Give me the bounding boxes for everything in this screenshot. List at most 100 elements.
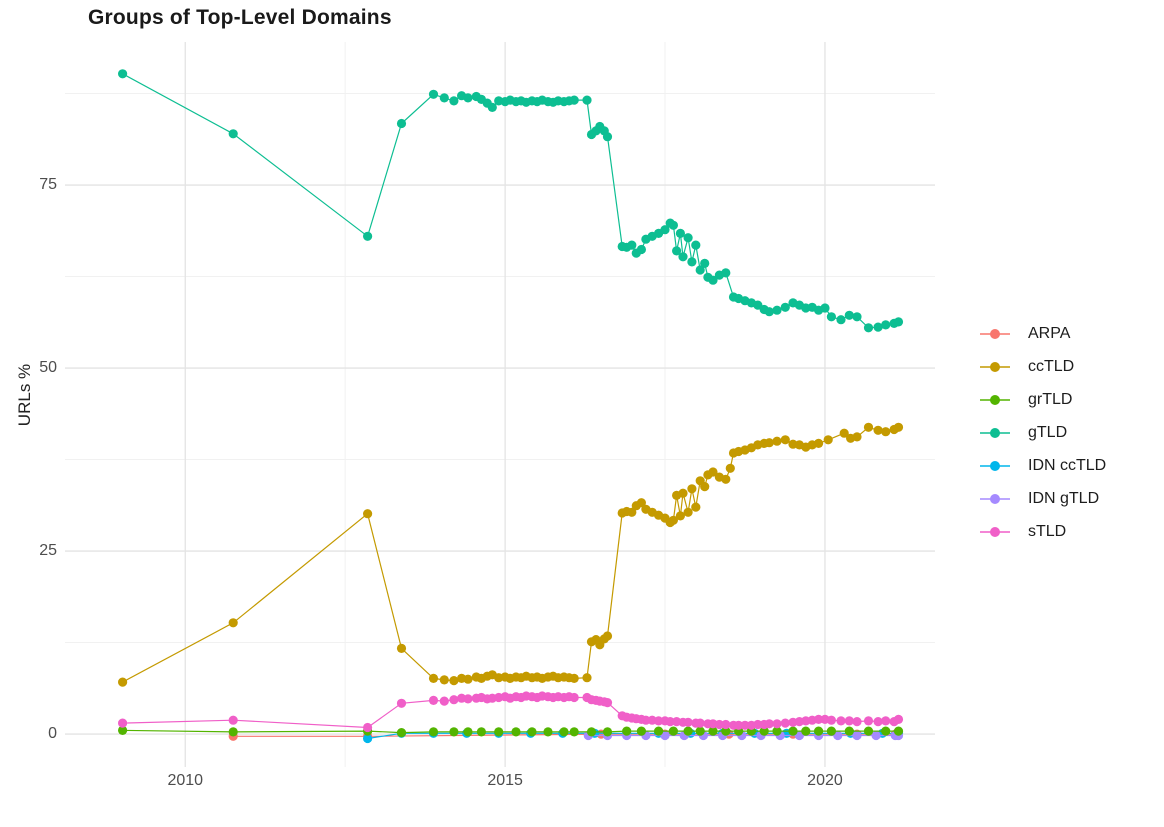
series-point [527, 727, 537, 737]
series-point [683, 233, 693, 243]
series-point [627, 507, 637, 517]
series-point [708, 726, 718, 736]
series-point [780, 435, 790, 445]
series-point [839, 428, 849, 438]
series-point [487, 102, 497, 112]
series-point [863, 422, 874, 432]
series-point [622, 726, 632, 736]
legend-item-cctld: ccTLD [978, 350, 1106, 383]
legend-key-icon [980, 394, 1010, 405]
series-point [428, 89, 439, 99]
series-point [428, 727, 439, 737]
series-point [814, 726, 824, 736]
series-point [881, 726, 891, 736]
series-point [826, 312, 837, 322]
series-point [695, 718, 705, 728]
series-point [463, 694, 473, 704]
series-point [668, 220, 679, 230]
series-point [602, 631, 613, 641]
series-point [836, 315, 846, 325]
series-point [363, 722, 373, 733]
series-line [122, 73, 899, 329]
series-point [852, 717, 862, 727]
y-axis-title: URLs % [15, 363, 34, 427]
series-point [893, 317, 904, 327]
series-point [823, 435, 833, 445]
series-point [396, 643, 407, 654]
x-tick-label: 2020 [807, 772, 843, 789]
series-point [582, 95, 592, 105]
series-point [780, 302, 790, 312]
series-point [668, 515, 679, 525]
series-point [794, 730, 805, 741]
series-point [118, 677, 128, 687]
series-point [559, 727, 569, 737]
series-point [714, 719, 725, 730]
series-idn-gtld [583, 730, 904, 741]
series-point [820, 303, 830, 313]
series-point [654, 716, 664, 726]
series-point [463, 93, 473, 103]
series-point [734, 720, 744, 730]
series-point [627, 240, 637, 250]
series-point [740, 720, 750, 730]
series-point [893, 726, 904, 736]
legend: ARPA ccTLD grTLD gTLD IDN ccTLD IDN gTLD sTLD [978, 317, 1106, 548]
chart-title: Groups of Top-Level Domains [88, 6, 392, 29]
series-point [801, 726, 811, 736]
legend-item-arpa: ARPA [978, 317, 1106, 350]
legend-key-dot [990, 493, 1000, 504]
series-point [721, 268, 731, 278]
series-point [569, 673, 579, 684]
series-point [396, 698, 407, 708]
series-point [725, 463, 735, 473]
series-point [439, 696, 449, 706]
series-point [772, 436, 782, 446]
series-point [772, 726, 782, 736]
legend-key-icon [980, 493, 1010, 504]
series-point [675, 228, 686, 238]
series-point [863, 716, 874, 726]
legend-item-gtld: gTLD [978, 416, 1106, 449]
series-point [691, 502, 701, 512]
series-point [833, 730, 843, 741]
legend-label: sTLD [1028, 522, 1067, 540]
legend-item-grtld: grTLD [978, 383, 1106, 416]
series-point [654, 726, 664, 736]
legend-key-dot [990, 328, 1000, 339]
series-point [687, 484, 697, 494]
series-point [863, 323, 874, 333]
series-gtld [118, 69, 904, 333]
series-point [893, 714, 904, 725]
series-point [695, 726, 705, 736]
series-point [641, 715, 651, 725]
series-point [780, 718, 790, 728]
series-point [683, 726, 693, 736]
series-grtld [118, 725, 904, 738]
legend-label: gTLD [1028, 423, 1068, 441]
legend-key-icon [980, 361, 1010, 372]
series-point [844, 310, 854, 320]
series-point [463, 727, 473, 737]
series-point [463, 674, 473, 684]
series-point [873, 425, 883, 435]
series-point [636, 726, 647, 736]
series-point [602, 698, 613, 708]
series-point [439, 93, 449, 103]
series-point [678, 252, 688, 262]
x-tick-label: 2010 [167, 772, 204, 789]
series-point [494, 727, 504, 737]
series-point [118, 725, 128, 736]
series-point [700, 482, 710, 492]
y-tick-label: 50 [39, 359, 57, 377]
legend-key-icon [980, 460, 1010, 471]
x-tick-label: 2015 [487, 772, 523, 789]
series-point [764, 719, 774, 729]
series-point [721, 726, 731, 736]
legend-key-icon [980, 526, 1010, 537]
series-point [602, 727, 613, 737]
series-point [118, 718, 128, 728]
series-point [228, 129, 238, 139]
